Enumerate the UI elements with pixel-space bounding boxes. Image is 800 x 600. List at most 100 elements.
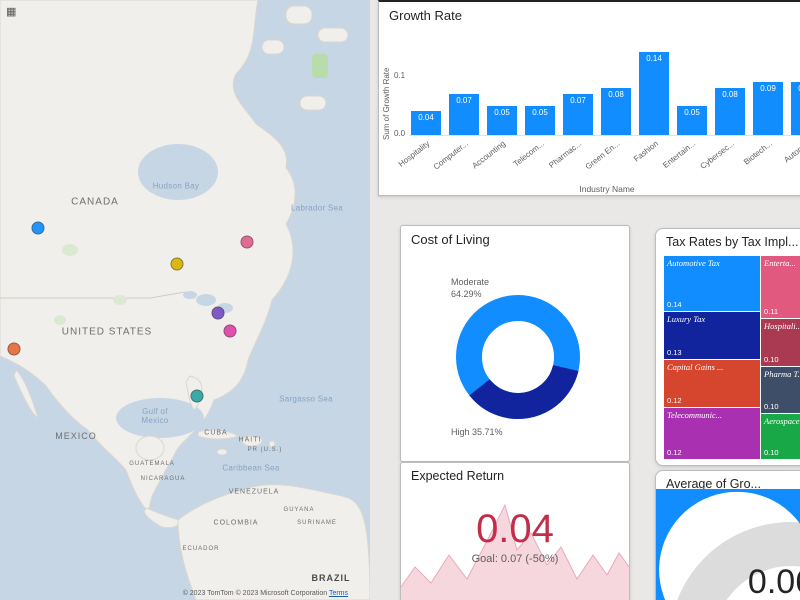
growth-rate-title: Growth Rate (389, 8, 462, 23)
treemap-tile-label: Hospitali... (764, 321, 800, 331)
map-label-sargasso-sea: Sargasso Sea (279, 394, 333, 404)
map-label-gulf-of-mexico: Gulf of Mexico (141, 406, 169, 425)
treemap-tile-label: Enterta... (764, 258, 796, 268)
bar-value-label: 0.07 (456, 95, 472, 105)
map-terms-link[interactable]: Terms (328, 590, 348, 597)
treemap-tile-automotive-tax[interactable]: Automotive Tax 0.14 (664, 256, 760, 311)
gauge-track (677, 522, 800, 600)
map-bubble-1[interactable] (170, 257, 184, 271)
x-axis-label-hospitality: Hospitality (396, 139, 432, 169)
donut-callout-moderate-label: Moderate (451, 277, 490, 287)
treemap-tile-label: Capital Gains ... (667, 362, 724, 372)
cost-of-living-chart[interactable]: Cost of Living Moderate 64.29% High 35.7… (400, 225, 630, 462)
treemap-tile-value: 0.12 (667, 396, 682, 405)
map-label-labrador-sea: Labrador Sea (290, 203, 344, 213)
bar-green-en[interactable]: 0.08 (601, 87, 631, 135)
bar-telecom[interactable]: 0.05 (525, 105, 555, 135)
kpi-goal: Goal: 0.07 (-50%) (471, 553, 559, 565)
map-bubble-4[interactable] (223, 324, 237, 338)
treemap-tile-label: Pharma T... (764, 369, 800, 379)
map-label-haiti: HAITI (238, 436, 262, 444)
donut-callout-moderate-value: 64.29% (451, 289, 482, 299)
y-tick-01: 0.1 (394, 71, 406, 80)
x-axis-label-green-en: Green En... (583, 139, 622, 172)
map-copyright-text: © 2023 TomTom © 2023 Microsoft Corporati… (182, 590, 328, 597)
x-axis-label-cybersec: Cybersec... (698, 139, 736, 172)
bar-value-label: 0.09 (760, 83, 776, 93)
bar-fashion[interactable]: 0.14 (639, 52, 669, 135)
x-axis-label-accounting: Accounting (470, 139, 508, 171)
expected-return-kpi[interactable]: Expected Return 0.04 Goal: 0.07 (-50%) (400, 462, 630, 600)
donut-callout-high: High 35.71% (451, 427, 503, 437)
bar-plot-area: 0.04 0.07 0.05 0.05 0.07 0.08 0.14 0.05 0.08 0.09… (409, 32, 800, 135)
donut-slice-high[interactable] (456, 295, 580, 419)
gauge-fill[interactable] (656, 489, 800, 600)
bar-value-label: 0.04 (418, 113, 434, 123)
tax-rates-title: Tax Rates by Tax Impl... (666, 235, 799, 249)
map-label-pr-u-s: PR (U.S.) (247, 447, 283, 453)
map-label-cuba: CUBA (204, 429, 228, 437)
treemap-tile-value: 0.13 (667, 348, 682, 357)
sparkline-area (401, 505, 629, 600)
average-growth-gauge[interactable]: Average of Gro... 0.06 (655, 470, 800, 600)
bar-value-label: 0.08 (722, 89, 738, 99)
bar-autom[interactable]: 0.09 (791, 81, 800, 135)
treemap-tile-hospitali[interactable]: Hospitali... 0.10 (761, 319, 800, 366)
treemap-tile-telecommunic[interactable]: Telecommunic... 0.12 (664, 408, 760, 459)
gauge-value: 0.06 (747, 563, 800, 600)
tax-rates-treemap[interactable]: Tax Rates by Tax Impl... Automotive Tax 0… (655, 228, 800, 466)
donut-chart (456, 295, 580, 419)
map-label-united-states: UNITED STATES (61, 326, 153, 338)
map-label-caribbean-sea: Caribbean Sea (222, 463, 280, 473)
bar-value-label: 0.05 (684, 107, 700, 117)
treemap-tile-capital-gains[interactable]: Capital Gains ... 0.12 (664, 360, 760, 407)
map-label-mexico: MEXICO (55, 431, 97, 441)
treemap-tile-label: Luxury Tax (667, 314, 706, 324)
treemap-tile-pharma-t[interactable]: Pharma T... 0.10 (761, 367, 800, 413)
bar-pharmac[interactable]: 0.07 (563, 93, 593, 135)
bar-value-label: 0.05 (532, 107, 548, 117)
treemap-tile-label: Aerospace... (764, 416, 800, 426)
treemap-tile-aerospace[interactable]: Aerospace... 0.10 (761, 414, 800, 459)
map-label-venezuela: VENEZUELA (228, 488, 280, 496)
bar-entertain[interactable]: 0.05 (677, 105, 707, 135)
expected-return-title: Expected Return (411, 469, 505, 483)
bar-cybersec[interactable]: 0.08 (715, 87, 745, 135)
treemap-tile-value: 0.12 (667, 448, 682, 457)
map-bubble-2[interactable] (240, 235, 254, 249)
x-axis-label-entertain: Entertain... (661, 139, 698, 170)
bar-computer[interactable]: 0.07 (449, 93, 479, 135)
treemap-tile-value: 0.10 (764, 355, 779, 364)
map-label-colombia: COLOMBIA (213, 519, 259, 527)
map-label-hudson-bay: Hudson Bay (152, 181, 200, 191)
x-axis-label-pharmac: Pharmac... (547, 139, 584, 170)
bar-value-label: 0.08 (608, 89, 624, 99)
kpi-value: 0.04 (476, 507, 554, 551)
bar-hospitality[interactable]: 0.04 (411, 111, 441, 135)
map-bubble-0[interactable] (31, 221, 45, 235)
map-visual[interactable]: ▦ CANADA UNITED STATES MEXICO CUBA HAITI PR (… (0, 0, 370, 600)
map-label-ecuador: ECUADOR (182, 546, 220, 552)
x-axis-label-telecom: Telecom... (511, 139, 546, 169)
growth-rate-chart[interactable]: Growth Rate Sum of Growth Rate 0.1 0.0 0… (378, 0, 800, 196)
map-label-brazil: BRAZIL (311, 573, 351, 583)
map-label-guatemala: GUATEMALA (129, 461, 175, 467)
treemap-tile-enterta[interactable]: Enterta... 0.11 (761, 256, 800, 318)
map-bubble-5[interactable] (7, 342, 21, 356)
map-bubble-6[interactable] (190, 389, 204, 403)
treemap-tile-luxury-tax[interactable]: Luxury Tax 0.13 (664, 312, 760, 359)
bar-biotech[interactable]: 0.09 (753, 81, 783, 135)
x-axis-label-computer: Computer... (431, 139, 470, 172)
growth-x-axis-title: Industry Name (579, 184, 635, 194)
map-control-icon[interactable]: ▦ (6, 6, 17, 18)
map-label-guyana: GUYANA (283, 507, 315, 513)
sparkline-line (401, 503, 629, 588)
map-bubble-3[interactable] (211, 306, 225, 320)
treemap-tile-label: Automotive Tax (667, 258, 720, 268)
treemap-tile-value: 0.10 (764, 448, 779, 457)
map-label-nicaragua: NICARAGUA (140, 476, 186, 482)
map-label-suriname: SURINAME (297, 520, 337, 526)
bar-accounting[interactable]: 0.05 (487, 105, 517, 135)
map-attribution: © 2023 TomTom © 2023 Microsoft Corporati… (183, 590, 348, 597)
map-label-canada: CANADA (71, 196, 119, 208)
